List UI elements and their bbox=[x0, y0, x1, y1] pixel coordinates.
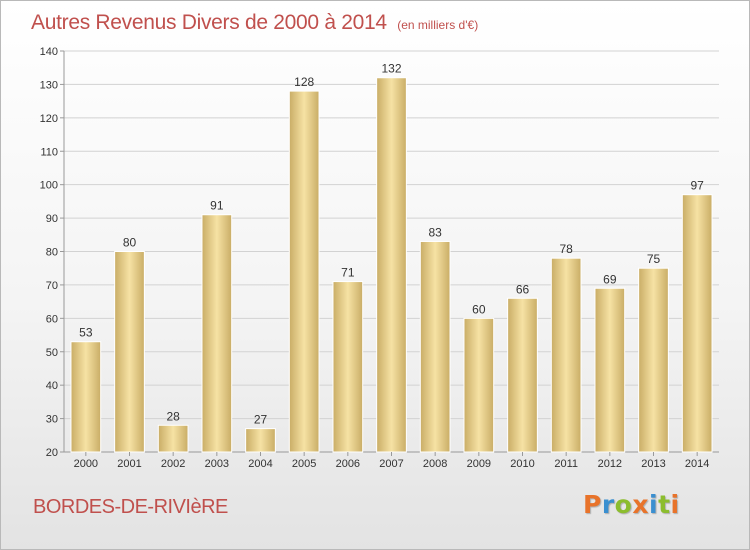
bar-2012 bbox=[594, 287, 626, 453]
bar-2007 bbox=[376, 77, 407, 453]
bar-value-label: 83 bbox=[428, 225, 442, 239]
y-tick-label: 30 bbox=[46, 414, 58, 426]
x-tick-label: 2006 bbox=[336, 458, 360, 470]
x-tick-label: 2007 bbox=[379, 458, 403, 470]
bar-2011 bbox=[550, 257, 582, 453]
bar-2008 bbox=[419, 240, 451, 453]
x-axis-ticks: 2000 2001 2002 2003 2004 2005 2006 2007 2008 2009… bbox=[74, 452, 709, 470]
bar-2013 bbox=[638, 267, 669, 453]
chart-header: Autres Revenus Divers de 2000 à 2014 (en… bbox=[31, 11, 478, 35]
y-tick-label: 130 bbox=[40, 79, 58, 91]
y-tick-label: 100 bbox=[40, 180, 58, 192]
x-tick-label: 2003 bbox=[205, 458, 229, 470]
logo-letter: i bbox=[670, 490, 680, 519]
chart-title: Autres Revenus Divers de 2000 à 2014 bbox=[31, 11, 387, 34]
x-tick-label: 2009 bbox=[467, 458, 491, 470]
logo-letter: i bbox=[649, 490, 659, 519]
logo-letter: r bbox=[601, 490, 615, 519]
y-tick-label: 20 bbox=[46, 447, 58, 459]
bar-2009 bbox=[463, 317, 495, 453]
commune-name: BORDES-DE-RIVIèRE bbox=[33, 496, 228, 518]
x-tick-label: 2013 bbox=[641, 458, 665, 470]
bar-value-label: 75 bbox=[647, 252, 661, 266]
bar-value-label: 66 bbox=[516, 282, 530, 296]
bar-value-label: 28 bbox=[166, 409, 180, 423]
x-tick-label: 2011 bbox=[554, 458, 578, 470]
logo-letter: t bbox=[658, 490, 671, 519]
bar-value-label: 91 bbox=[210, 199, 224, 213]
x-tick-label: 2004 bbox=[248, 458, 272, 470]
bar-2004 bbox=[245, 428, 276, 453]
bar-2014 bbox=[681, 194, 713, 453]
y-tick-label: 120 bbox=[40, 113, 58, 125]
bar-value-label: 60 bbox=[472, 302, 486, 316]
y-tick-label: 70 bbox=[46, 280, 58, 292]
x-tick-label: 2012 bbox=[598, 458, 622, 470]
bar-2000 bbox=[70, 341, 102, 453]
bar-2010 bbox=[507, 297, 538, 453]
bar-value-label: 27 bbox=[254, 413, 268, 427]
x-tick-label: 2000 bbox=[74, 458, 98, 470]
bar-value-label: 128 bbox=[294, 75, 314, 89]
bar-value-label: 80 bbox=[123, 236, 137, 250]
logo-letter: P bbox=[583, 490, 602, 519]
bar-value-label: 71 bbox=[341, 266, 355, 280]
bars bbox=[70, 77, 713, 453]
bar-value-label: 78 bbox=[559, 242, 573, 256]
bar-value-label: 53 bbox=[79, 326, 93, 340]
bar-2005 bbox=[288, 90, 320, 453]
x-tick-label: 2010 bbox=[510, 458, 534, 470]
bar-2003 bbox=[201, 214, 233, 453]
y-tick-label: 80 bbox=[46, 247, 58, 259]
x-tick-label: 2002 bbox=[161, 458, 185, 470]
y-tick-label: 140 bbox=[40, 46, 58, 58]
y-tick-label: 40 bbox=[46, 380, 58, 392]
bar-value-label: 69 bbox=[603, 272, 617, 286]
x-tick-label: 2001 bbox=[117, 458, 141, 470]
bar-2006 bbox=[332, 281, 364, 453]
bar-2001 bbox=[114, 251, 145, 453]
x-tick-label: 2005 bbox=[292, 458, 316, 470]
y-axis-ticks: 20 30 40 50 60 70 80 90 100 110 120 130 140 bbox=[40, 46, 64, 459]
x-tick-label: 2008 bbox=[423, 458, 447, 470]
y-tick-label: 60 bbox=[46, 313, 58, 325]
y-tick-label: 110 bbox=[40, 146, 58, 158]
logo-letter: x bbox=[632, 490, 649, 519]
logo-letter: o bbox=[614, 490, 633, 519]
bar-value-labels: 53 80 28 91 27 128 71 132 83 60 66 78 69 75 97 bbox=[79, 62, 704, 427]
y-tick-label: 50 bbox=[46, 347, 58, 359]
y-tick-label: 90 bbox=[46, 213, 58, 225]
bar-2002 bbox=[157, 424, 189, 453]
x-tick-label: 2014 bbox=[685, 458, 709, 470]
bar-value-label: 132 bbox=[381, 62, 401, 76]
proxiti-logo: Proxiti bbox=[583, 490, 680, 519]
bar-value-label: 97 bbox=[690, 179, 704, 193]
chart-unit: (en milliers d'€) bbox=[397, 18, 479, 32]
